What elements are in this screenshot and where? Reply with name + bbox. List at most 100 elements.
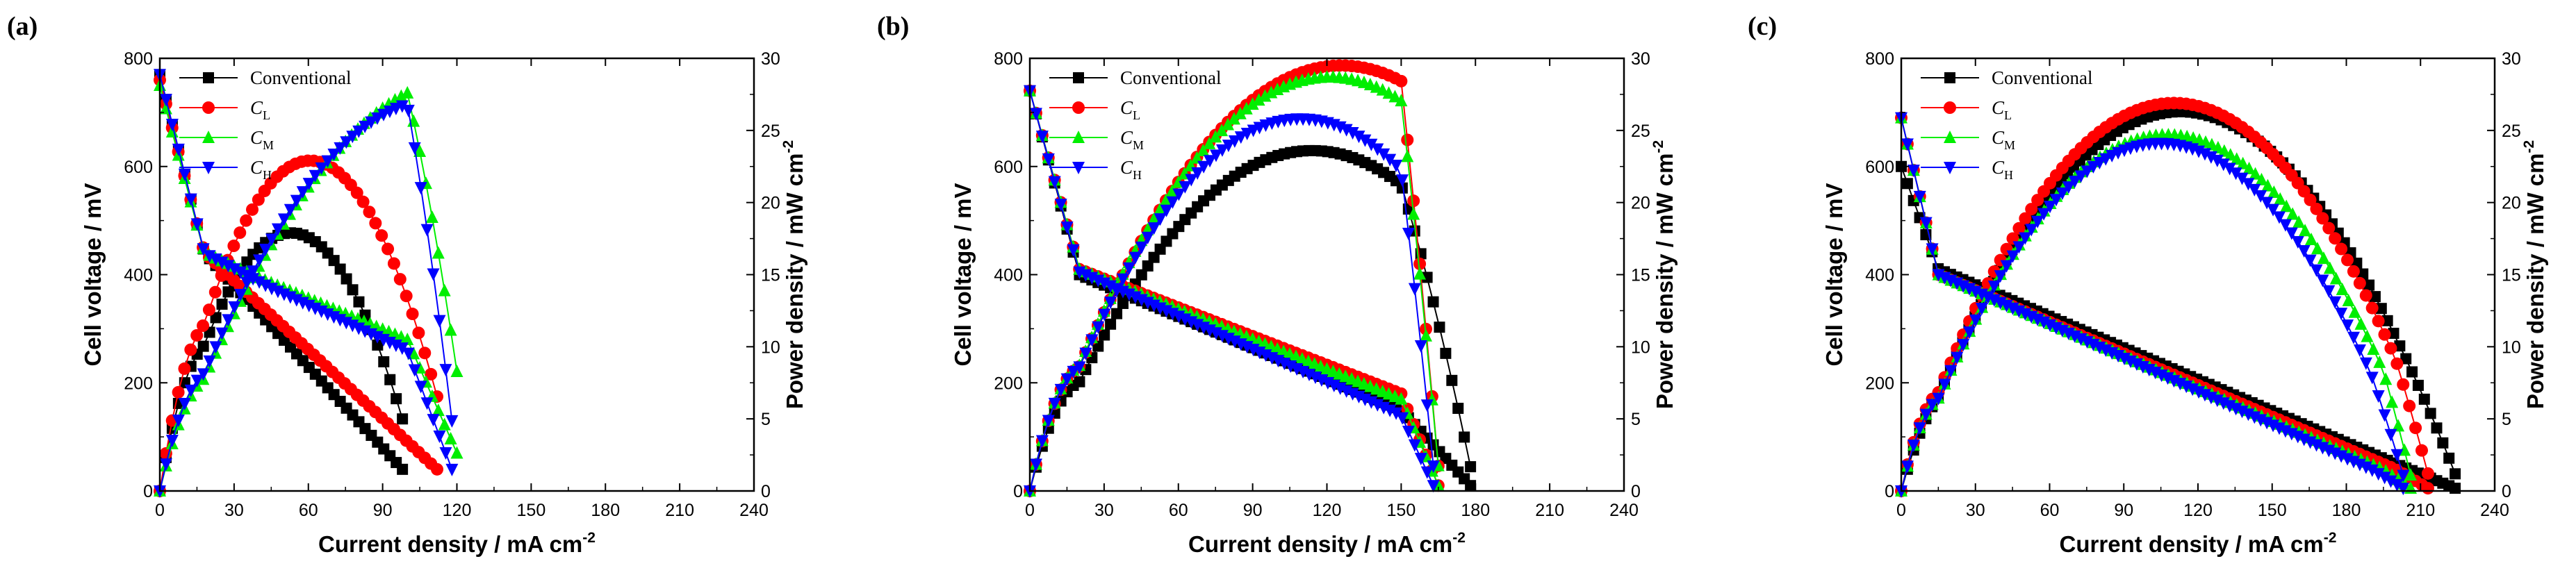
y2-axis-label: Power density / mW cm-2 — [2521, 140, 2548, 409]
y-tick-label: 600 — [124, 158, 153, 177]
power-point — [378, 356, 390, 367]
y2-tick-label: 20 — [761, 194, 780, 213]
power-point — [2378, 328, 2391, 341]
voltage-point — [1035, 131, 1049, 144]
power-point — [1215, 144, 1229, 157]
power-point — [2019, 212, 2032, 225]
legend-label: CH — [1120, 157, 1142, 182]
y2-tick-label: 20 — [1631, 194, 1650, 213]
x-axis-label: Current density / mA cm-2 — [1188, 530, 1466, 557]
power-point — [2025, 224, 2038, 237]
power-point — [184, 384, 197, 397]
power-point — [190, 374, 204, 387]
power-point — [2379, 372, 2393, 385]
power-point — [2081, 165, 2094, 178]
power-point — [2292, 215, 2306, 228]
power-point — [2406, 366, 2418, 378]
power-point — [382, 242, 395, 256]
y2-tick-label: 25 — [1631, 122, 1650, 141]
power-point — [2249, 167, 2262, 180]
power-point — [2217, 144, 2231, 157]
power-point — [450, 365, 463, 378]
voltage-point — [234, 266, 247, 279]
power-point — [2392, 419, 2405, 432]
voltage-point — [2372, 468, 2385, 481]
power-point — [2329, 296, 2342, 309]
power-point — [2230, 152, 2243, 165]
power-point — [2261, 178, 2274, 192]
power-point — [1434, 322, 1445, 333]
power-point — [439, 364, 452, 377]
legend-label: CL — [1992, 97, 2012, 122]
voltage-point — [445, 463, 459, 476]
power-point — [1209, 130, 1222, 143]
voltage-point — [1901, 138, 1914, 151]
voltage-point — [1402, 426, 1415, 439]
x-tick-label: 120 — [1313, 501, 1342, 520]
power-point — [1390, 160, 1403, 173]
power-point — [1957, 339, 1970, 352]
power-point — [1395, 94, 1408, 107]
power-point — [1396, 174, 1409, 187]
x-tick-label: 240 — [1609, 501, 1639, 520]
power-point — [372, 339, 384, 351]
power-point — [2068, 175, 2081, 188]
power-point — [2418, 393, 2430, 405]
y-tick-label: 800 — [124, 49, 153, 69]
voltage-point — [228, 263, 241, 276]
voltage-point — [395, 342, 409, 356]
power-point — [284, 203, 297, 217]
power-point — [1203, 136, 1216, 149]
power-point — [234, 289, 247, 302]
power-point — [1987, 281, 2001, 294]
y-tick-label: 400 — [124, 266, 153, 285]
power-point — [387, 257, 400, 270]
y2-tick-label: 5 — [761, 410, 771, 429]
power-point — [1265, 85, 1278, 99]
y2-tick-label: 15 — [2502, 266, 2521, 285]
power-point — [2267, 203, 2280, 217]
y2-tick-label: 0 — [2502, 482, 2511, 501]
power-point — [1446, 374, 1458, 386]
power-point — [395, 89, 408, 102]
power-point — [2363, 279, 2375, 291]
power-point — [1413, 257, 1427, 270]
power-point — [418, 347, 432, 360]
power-point — [178, 362, 191, 375]
voltage-line — [1029, 90, 1434, 486]
legend-marker — [1944, 162, 1956, 174]
voltage-point — [420, 397, 434, 410]
power-point — [2341, 319, 2354, 333]
power-point — [1421, 272, 1433, 283]
power-point — [1147, 222, 1160, 235]
power-point — [2049, 194, 2062, 207]
power-point — [1252, 93, 1265, 106]
power-point — [1420, 328, 1432, 342]
power-point — [2229, 167, 2242, 181]
power-point — [1073, 361, 1086, 374]
power-point — [1228, 135, 1241, 148]
power-point — [2019, 232, 2032, 245]
power-point — [2279, 219, 2292, 232]
power-point — [2386, 395, 2399, 408]
power-point — [2372, 315, 2385, 328]
power-point — [2272, 211, 2286, 224]
y2-tick-label: 20 — [2502, 194, 2521, 213]
power-point — [290, 194, 303, 208]
power-point — [2341, 253, 2354, 267]
power-point — [202, 303, 215, 317]
power-point — [1092, 321, 1105, 334]
power-point — [1048, 397, 1061, 410]
voltage-point — [1048, 176, 1061, 189]
power-point — [1129, 251, 1142, 265]
power-point — [2390, 449, 2404, 462]
voltage-point — [1390, 407, 1403, 420]
x-axis-label: Current density / mA cm-2 — [318, 530, 596, 557]
legend-label-sub: M — [2004, 138, 2015, 152]
power-point — [365, 116, 378, 129]
power-point — [2384, 428, 2397, 442]
power-point — [347, 284, 359, 296]
x-tick-label: 150 — [2258, 501, 2287, 520]
power-point — [445, 415, 459, 428]
power-point — [1246, 97, 1259, 110]
